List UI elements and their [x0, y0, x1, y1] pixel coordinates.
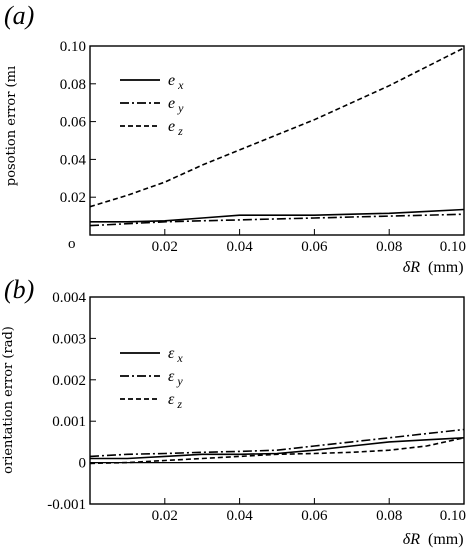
y-tick-label: 0.08	[60, 77, 86, 93]
legend-symbol: ε	[168, 368, 175, 385]
x-tick-label: 0.08	[376, 239, 402, 255]
x-tick-label: 0.04	[226, 508, 253, 524]
x-axis-symbol: δR	[403, 531, 420, 548]
series-line-z	[89, 437, 465, 465]
legend-symbol: e	[168, 72, 175, 89]
x-tick-label: 0.02	[152, 239, 178, 255]
x-axis-symbol: δR	[403, 259, 420, 276]
legend-subscript: y	[176, 374, 183, 388]
y-tick-label: 0.003	[52, 331, 86, 347]
legend-symbol: e	[168, 118, 175, 135]
x-tick-label: 0.10	[440, 508, 466, 524]
plot-frame	[89, 45, 465, 236]
legend-subscript: x	[176, 351, 183, 365]
panel-label: (a)	[4, 1, 34, 30]
x-tick-label: 0.10	[440, 239, 466, 255]
chart-panel-a: (a) 0.02 0.04 0.06 0.08 0.10 0.02 0.04 0.06 0.08 0…	[4, 1, 466, 276]
x-tick-label: 0.08	[376, 508, 402, 524]
y-axis-title: orientation error (rad)	[1, 326, 16, 474]
y-tick-label: 0.02	[60, 190, 86, 206]
legend-subscript: x	[177, 78, 184, 92]
y-tick-label: 0.004	[52, 290, 86, 306]
origin-label: o	[68, 236, 76, 252]
y-tick-label: 0.002	[52, 373, 86, 389]
chart-panel-b: (b) 0.02 0.04 0.06 0.08 0.10 -0.001 0 0.001 0.002…	[1, 275, 466, 548]
y-axis-title: posotion error (mı	[4, 66, 19, 186]
y-tick-label: 0.001	[52, 414, 86, 430]
y-tick-label: 0.06	[60, 115, 87, 131]
series-line-y	[89, 428, 465, 458]
legend-symbol: ε	[168, 391, 175, 408]
legend-subscript: y	[177, 101, 184, 115]
x-axis-unit: (mm)	[428, 259, 464, 276]
x-tick-label: 0.06	[301, 508, 328, 524]
x-tick-label: 0.02	[152, 508, 178, 524]
legend-symbol: e	[168, 95, 175, 112]
x-tick-label: 0.04	[226, 239, 253, 255]
legend-subscript: z	[177, 124, 183, 138]
legend-subscript: z	[176, 397, 182, 411]
y-tick-label: 0.04	[60, 152, 87, 168]
series-line-x	[90, 208, 465, 223]
series-line-x	[90, 437, 465, 460]
plot-frame	[89, 296, 465, 505]
y-tick-label: -0.001	[47, 497, 86, 513]
series-line-y	[89, 213, 465, 227]
y-tick-label: 0	[79, 456, 87, 472]
x-axis-unit: (mm)	[428, 531, 464, 548]
legend-symbol: ε	[168, 345, 175, 362]
panel-label: (b)	[4, 275, 34, 304]
y-tick-label: 0.10	[60, 39, 86, 55]
x-tick-label: 0.06	[301, 239, 328, 255]
series-line-z	[89, 47, 465, 208]
